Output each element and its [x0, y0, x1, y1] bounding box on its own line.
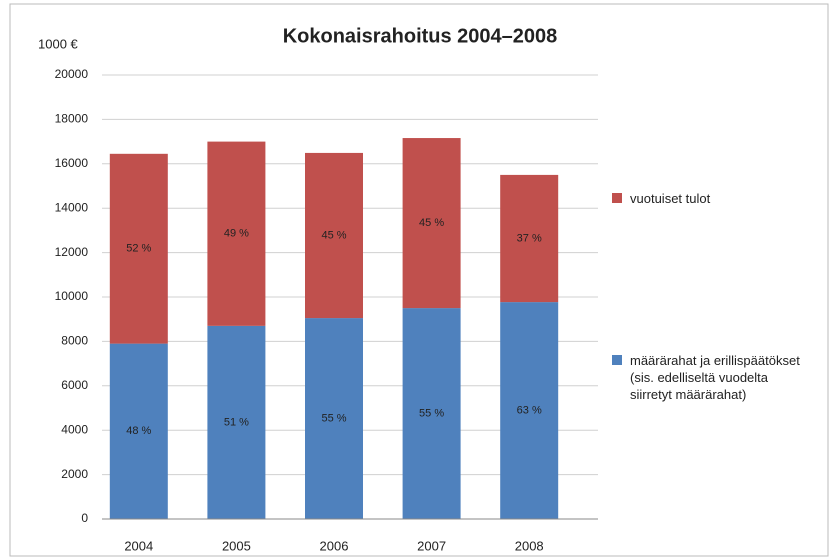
legend-label: vuotuiset tulot	[630, 191, 711, 206]
y-tick-label: 0	[81, 511, 88, 525]
x-tick-label: 2007	[417, 538, 446, 553]
legend-swatch	[612, 193, 622, 203]
legend-label: määrärahat ja erillispäätökset (sis. ede…	[630, 353, 800, 402]
y-tick-label: 20000	[55, 67, 89, 81]
x-tick-label: 2004	[124, 538, 153, 553]
segment-label: 37 %	[517, 232, 542, 244]
segment-label: 48 %	[126, 425, 151, 437]
y-tick-label: 12000	[55, 245, 89, 259]
segment-label: 45 %	[321, 229, 346, 241]
bar-segment	[402, 308, 461, 519]
y-tick-label: 14000	[55, 200, 89, 214]
bar-segment	[305, 152, 363, 319]
legend-swatch	[612, 355, 622, 365]
bar-segment	[305, 318, 363, 519]
y-tick-label: 16000	[55, 156, 89, 170]
x-tick-label: 2008	[515, 538, 544, 553]
y-tick-label: 10000	[55, 289, 89, 303]
y-axis-label: 1000 €	[38, 36, 79, 51]
y-tick-label: 2000	[61, 467, 88, 481]
bar-segment	[207, 141, 266, 326]
x-tick-label: 2005	[222, 538, 251, 553]
segment-label: 63 %	[517, 404, 542, 416]
segment-label: 55 %	[419, 407, 444, 419]
y-tick-label: 18000	[55, 112, 89, 126]
segment-label: 51 %	[224, 416, 249, 428]
bar-segment	[109, 343, 168, 519]
chart-title: Kokonaisrahoitus 2004–2008	[283, 25, 558, 47]
y-tick-label: 6000	[61, 378, 88, 392]
bar-segment	[500, 302, 559, 519]
bar-segment	[402, 138, 461, 309]
x-tick-label: 2006	[320, 538, 349, 553]
y-tick-label: 4000	[61, 422, 88, 436]
segment-label: 52 %	[126, 243, 151, 255]
bar-segment	[500, 174, 559, 303]
segment-label: 55 %	[321, 412, 346, 424]
segment-label: 45 %	[419, 217, 444, 229]
bar-segment	[207, 325, 266, 519]
chart-border	[9, 3, 829, 557]
bar-segment	[109, 153, 168, 344]
segment-label: 49 %	[224, 228, 249, 240]
y-tick-label: 8000	[61, 334, 88, 348]
